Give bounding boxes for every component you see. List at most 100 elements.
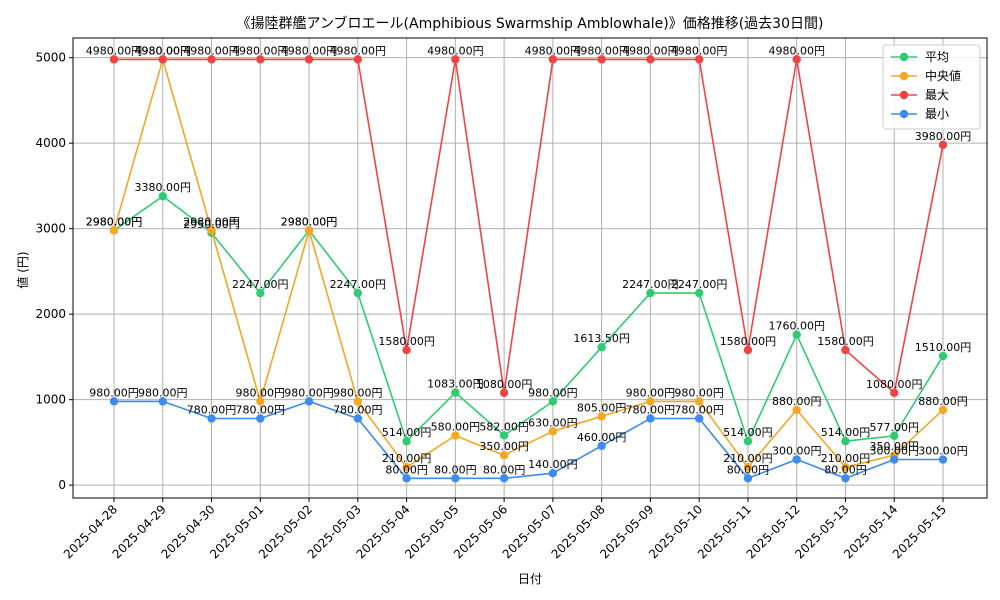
data-label-mean: 2247.00円 <box>622 278 679 291</box>
data-label-max: 1080.00円 <box>476 378 533 391</box>
legend-label-min: 最小 <box>925 107 949 121</box>
data-label-max: 3980.00円 <box>915 130 972 143</box>
data-label-max: 4980.00円 <box>622 44 679 57</box>
data-label-max: 1080.00円 <box>866 378 923 391</box>
series-point-max <box>743 345 753 355</box>
series-point-mean <box>353 288 363 298</box>
data-label-median: 350.00円 <box>869 440 919 453</box>
data-label-median: 880.00円 <box>772 395 822 408</box>
series-point-max <box>304 55 314 64</box>
data-label-mean: 1510.00円 <box>915 341 972 354</box>
data-label-median: 2980.00円 <box>281 215 338 228</box>
series-point-median <box>451 431 460 440</box>
data-label-median: 350.00円 <box>479 440 529 453</box>
series-point-min <box>304 397 314 406</box>
data-label-median: 210.00円 <box>723 452 773 465</box>
data-label-min: 980.00円 <box>284 386 334 399</box>
data-label-median: 805.00円 <box>577 401 627 414</box>
series-point-median <box>304 226 314 235</box>
y-tick-label: 4000 <box>35 136 66 150</box>
data-label-max: 4980.00円 <box>525 44 582 57</box>
data-label-max: 4980.00円 <box>330 44 387 57</box>
series-point-max <box>109 55 119 64</box>
series-point-mean <box>158 191 167 201</box>
series-line-min <box>114 400 943 480</box>
legend-marker-min <box>899 109 909 119</box>
series-point-median <box>841 463 850 472</box>
data-label-max: 4980.00円 <box>281 44 338 57</box>
series-point-mean <box>890 431 899 441</box>
series-point-median <box>597 412 606 421</box>
y-axis-label: 値 (円) <box>15 251 30 288</box>
data-label-mean: 1613.50円 <box>573 332 630 345</box>
series-point-median <box>207 226 216 235</box>
series-line-mean <box>113 195 944 444</box>
series-point-max <box>890 388 899 398</box>
data-label-max: 4980.00円 <box>183 44 240 57</box>
data-label-mean: 1760.00円 <box>768 320 825 333</box>
series-point-min <box>548 469 558 478</box>
series-point-mean <box>792 330 801 339</box>
series-point-min <box>451 474 460 483</box>
data-label-min: 80.00円 <box>483 463 526 476</box>
series-point-mean <box>646 288 655 298</box>
chart-title: 《揚陸群艦アンブロエール(Amphibious Swarmship Amblow… <box>237 15 824 32</box>
data-label-median: 580.00円 <box>431 421 481 434</box>
series-line-median <box>113 56 944 469</box>
data-label-max: 4980.00円 <box>135 44 192 57</box>
data-label-min: 780.00円 <box>236 403 286 416</box>
series-point-mean <box>743 437 753 446</box>
x-axis-label: 日付 <box>518 572 542 586</box>
series-point-median <box>256 397 265 406</box>
series-point-median <box>646 397 655 406</box>
series-point-median <box>499 451 509 460</box>
series-point-max <box>158 55 167 64</box>
data-label-mean: 2980.00円 <box>86 215 143 228</box>
data-label-mean: 1083.00円 <box>427 378 484 391</box>
y-tick-label: 5000 <box>35 51 66 65</box>
data-label-max: 4980.00円 <box>768 44 825 57</box>
data-label-max: 1580.00円 <box>378 335 435 348</box>
data-label-median: 4980.00円 <box>135 44 192 57</box>
series-point-min <box>597 441 606 451</box>
y-tick-label: 2000 <box>35 307 66 321</box>
series-point-max <box>451 55 460 64</box>
data-label-min: 300.00円 <box>869 445 919 458</box>
legend-label-mean: 平均 <box>925 50 949 64</box>
legend-marker-mean <box>899 52 909 62</box>
data-label-median: 880.00円 <box>918 395 968 408</box>
data-label-mean: 2247.00円 <box>232 278 289 291</box>
series-point-mean <box>256 288 265 298</box>
data-label-min: 80.00円 <box>824 463 867 476</box>
data-label-max: 4980.00円 <box>232 44 289 57</box>
legend-label-max: 最大 <box>925 88 949 102</box>
data-label-mean: 3380.00円 <box>135 181 192 194</box>
series-point-max <box>841 345 850 355</box>
series-point-mean <box>938 351 948 361</box>
data-label-mean: 514.00円 <box>723 426 773 439</box>
data-label-mean: 2950.00円 <box>183 218 240 231</box>
series-point-min <box>109 397 119 406</box>
series-line-max <box>114 58 944 395</box>
y-tick-label: 3000 <box>35 222 66 236</box>
data-label-min: 300.00円 <box>772 445 822 458</box>
data-labels: 2980.00円 3380.00円 2950.00円 2247.00円 2980.00円… <box>86 44 972 476</box>
series-point-min <box>207 414 216 423</box>
series-point-median <box>694 397 704 406</box>
series-point-max <box>402 345 411 355</box>
series-point-median <box>938 405 948 415</box>
data-label-mean: 577.00円 <box>869 421 919 434</box>
series-lines <box>109 55 948 483</box>
data-label-min: 300.00円 <box>918 445 968 458</box>
series-point-min <box>694 414 704 423</box>
y-tick-label: 1000 <box>35 393 66 407</box>
data-label-mean: 514.00円 <box>821 426 871 439</box>
data-label-mean: 2247.00円 <box>671 278 728 291</box>
data-label-max: 1580.00円 <box>720 335 777 348</box>
data-label-median: 2980.00円 <box>86 215 143 228</box>
series-point-median <box>402 463 411 472</box>
series-point-median <box>743 463 753 472</box>
series-point-median <box>548 427 558 436</box>
